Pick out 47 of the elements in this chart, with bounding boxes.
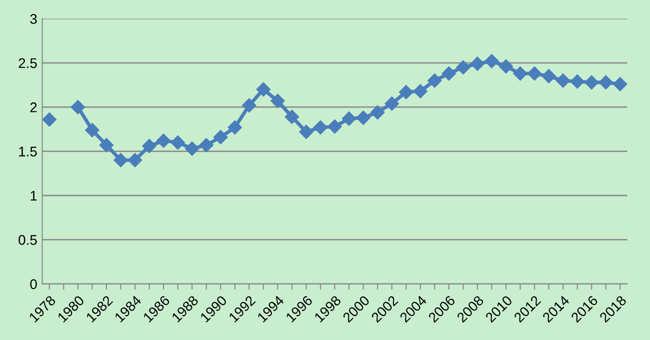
point	[242, 98, 256, 112]
point	[228, 120, 242, 135]
point	[456, 60, 470, 74]
point	[484, 54, 499, 68]
point	[370, 105, 385, 120]
point	[214, 130, 228, 144]
point	[470, 56, 485, 71]
point	[284, 110, 300, 124]
y-tick-label: 0	[30, 279, 37, 290]
point	[413, 84, 428, 98]
point	[570, 74, 584, 89]
point	[99, 138, 114, 152]
point	[142, 138, 156, 154]
point	[513, 66, 528, 81]
y-tick-label: 2	[30, 102, 37, 112]
point	[184, 142, 200, 156]
point	[85, 123, 100, 138]
y-tick-label: 1.5	[19, 146, 37, 156]
point	[342, 112, 356, 126]
point	[584, 75, 599, 90]
point	[170, 135, 185, 150]
y-tick-label: 1	[30, 190, 37, 201]
point	[256, 82, 270, 96]
y-tick-label: 2.5	[18, 58, 37, 68]
point	[356, 110, 370, 125]
point	[384, 96, 399, 111]
point	[428, 74, 442, 88]
point	[527, 66, 542, 81]
point	[156, 134, 171, 148]
point	[598, 75, 613, 90]
point	[442, 66, 456, 81]
point	[613, 77, 628, 92]
point	[270, 94, 285, 108]
point	[542, 69, 556, 84]
point	[128, 153, 142, 168]
point	[498, 59, 514, 74]
point	[199, 138, 214, 152]
point	[114, 153, 128, 168]
point	[42, 112, 56, 127]
point	[399, 84, 414, 100]
point	[556, 74, 570, 88]
y-tick-label: 3	[30, 14, 37, 24]
point	[299, 124, 314, 139]
point	[328, 119, 342, 134]
point	[313, 120, 328, 135]
y-tick-label: 0.5	[18, 235, 37, 245]
point	[70, 100, 85, 114]
